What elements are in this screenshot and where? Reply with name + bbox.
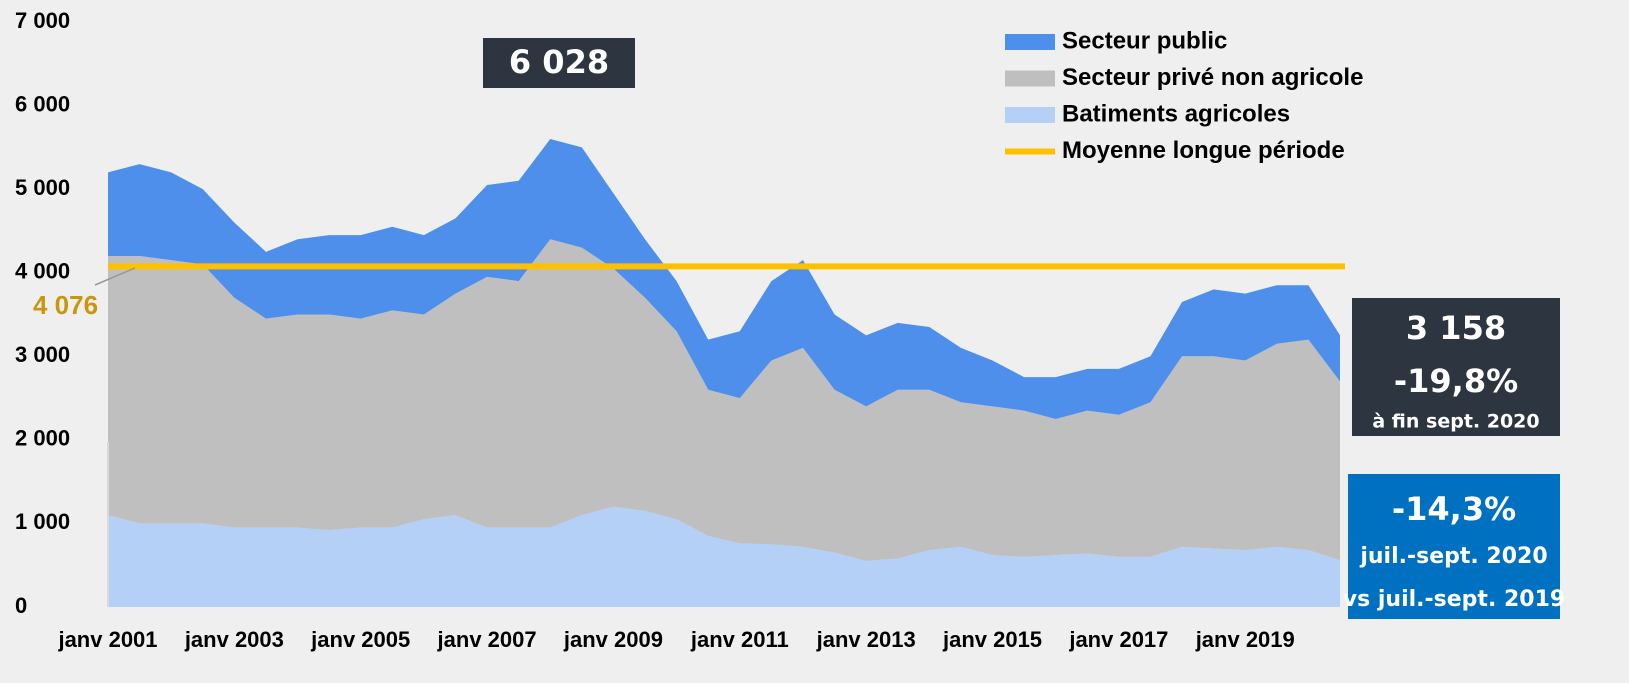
total-box <box>1352 298 1560 436</box>
area <box>108 139 1340 419</box>
legend-swatch <box>1005 70 1055 87</box>
y-tick-label: 0 <box>15 593 27 618</box>
legend-swatch <box>1005 34 1055 50</box>
y-tick-label: 3 000 <box>15 342 70 367</box>
x-tick-label: janv 2019 <box>1195 627 1295 652</box>
y-tick-label: 2 000 <box>15 426 70 451</box>
area <box>108 506 1340 607</box>
mean-label: 4 076 <box>33 290 98 320</box>
annotation: à fin sept. 2020 <box>1372 411 1539 433</box>
y-tick-label: 7 000 <box>15 8 70 33</box>
annotation: -19,8% <box>1394 362 1518 400</box>
x-tick-label: janv 2001 <box>57 627 157 652</box>
legend-swatch <box>1005 107 1055 123</box>
y-tick-label: 4 000 <box>15 259 70 284</box>
x-tick-label: janv 2011 <box>690 627 789 652</box>
annotation: vs juil.-sept. 2019 <box>1343 587 1565 612</box>
x-tick-label: janv 2017 <box>1068 627 1168 652</box>
peak-label: 6 028 <box>509 43 609 81</box>
annotation: -14,3% <box>1392 490 1516 528</box>
x-tick-label: janv 2015 <box>942 627 1042 652</box>
y-tick-label: 6 000 <box>15 91 70 116</box>
legend-label: Moyenne longue période <box>1062 137 1345 164</box>
x-tick-label: janv 2007 <box>437 627 537 652</box>
area <box>108 239 1340 562</box>
x-tick-label: janv 2003 <box>184 627 284 652</box>
peak-box <box>483 38 635 88</box>
legend-label: Secteur privé non agricole <box>1062 64 1363 91</box>
plot <box>108 139 1340 607</box>
annotation: juil.-sept. 2020 <box>1359 544 1547 569</box>
x-tick-label: janv 2013 <box>816 627 916 652</box>
y-tick-label: 1 000 <box>15 509 70 534</box>
legend-label: Secteur public <box>1062 27 1227 54</box>
legend-label: Batiments agricoles <box>1062 100 1290 127</box>
annotation: 3 158 <box>1406 309 1506 347</box>
x-tick-label: janv 2005 <box>310 627 410 652</box>
quarter-box <box>1348 474 1560 619</box>
x-tick-label: janv 2009 <box>563 627 663 652</box>
y-tick-label: 5 000 <box>15 175 70 200</box>
leader-line <box>94 267 136 286</box>
